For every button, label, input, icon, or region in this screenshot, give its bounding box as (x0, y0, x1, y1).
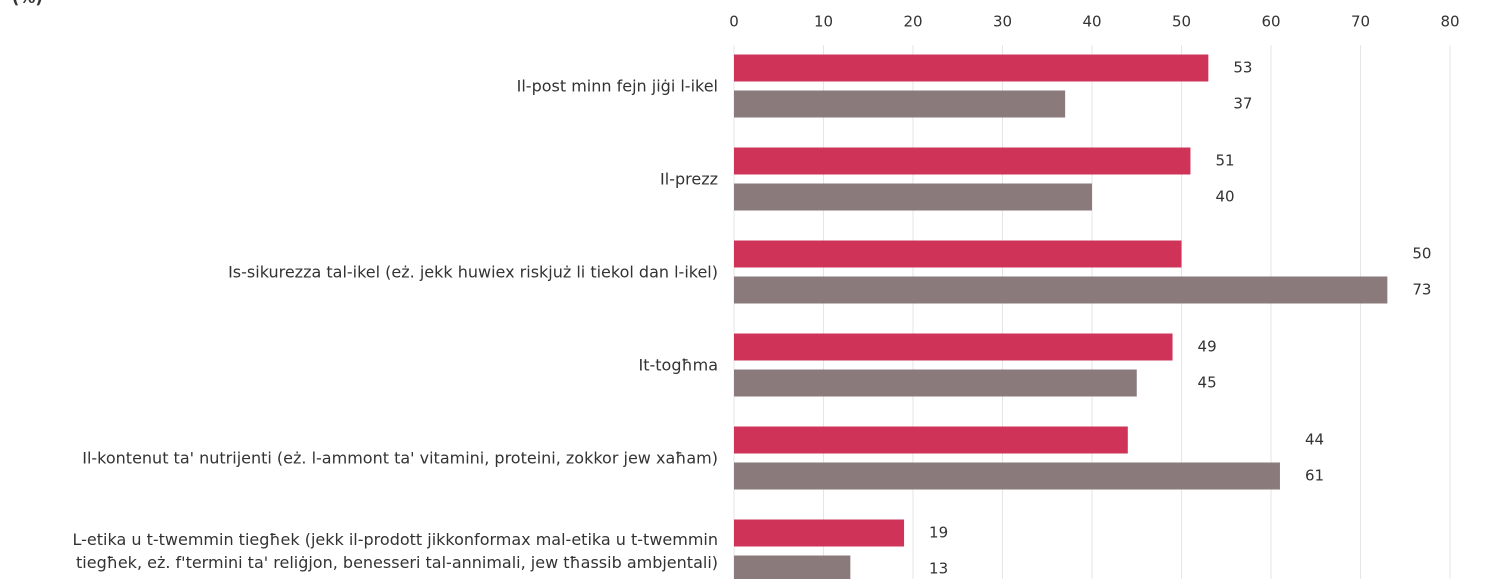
bar (734, 276, 1388, 304)
value-label: 45 (1198, 374, 1217, 392)
category-label: Il-post minn fejn jiġi l-ikel (516, 76, 718, 96)
category-label: Is-sikurezza tal-ikel (eż. jekk huwiex r… (228, 262, 718, 282)
value-label: 51 (1215, 152, 1234, 170)
bar (734, 90, 1066, 118)
bar (734, 555, 851, 579)
x-tick-label: 10 (814, 13, 833, 31)
category-label: Il-kontenut ta' nutrijenti (eż. l-ammont… (82, 448, 718, 468)
bar (734, 54, 1209, 82)
bar (734, 183, 1092, 211)
bar (734, 333, 1173, 361)
x-tick-label: 80 (1440, 13, 1459, 31)
category-label: L-etika u t-twemmin tiegħek (jekk il-pro… (72, 530, 718, 572)
bar (734, 462, 1280, 490)
x-tick-label: 40 (1082, 13, 1101, 31)
value-label: 61 (1305, 467, 1324, 485)
value-label: 53 (1233, 59, 1252, 77)
bar (734, 519, 905, 547)
value-label: 13 (929, 560, 948, 578)
value-label: 49 (1198, 338, 1217, 356)
x-tick-label: 70 (1351, 13, 1370, 31)
x-tick-label: 50 (1172, 13, 1191, 31)
bar (734, 240, 1182, 268)
x-tick-label: 0 (729, 13, 739, 31)
value-label: 37 (1233, 95, 1252, 113)
value-label: 19 (929, 524, 948, 542)
category-label: Il-prezz (660, 169, 718, 189)
bar (734, 426, 1128, 454)
value-label: 50 (1412, 245, 1431, 263)
category-label: It-togħma (638, 355, 719, 375)
chart-subtitle: (%) (12, 0, 43, 7)
x-tick-label: 30 (993, 13, 1012, 31)
bar (734, 147, 1191, 175)
value-label: 73 (1412, 281, 1431, 299)
value-label: 40 (1215, 188, 1234, 206)
x-tick-label: 20 (903, 13, 922, 31)
value-label: 44 (1305, 431, 1324, 449)
bar (734, 369, 1137, 397)
x-tick-label: 60 (1261, 13, 1280, 31)
